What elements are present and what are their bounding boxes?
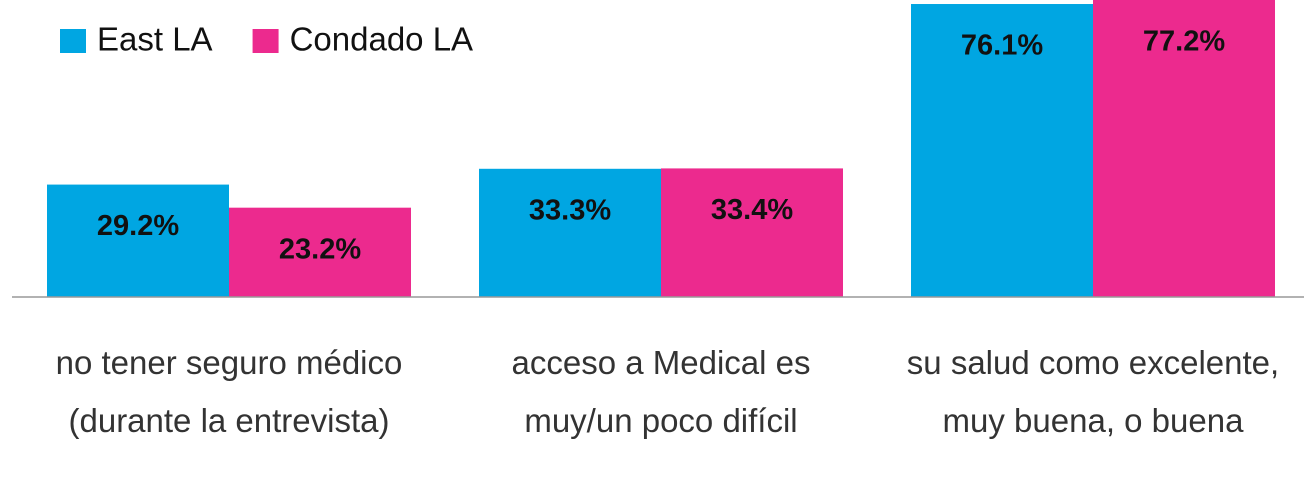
bar (229, 207, 411, 297)
bar (1093, 0, 1275, 298)
bar (47, 184, 229, 297)
bar (661, 168, 843, 297)
value-label: 33.4% (711, 194, 793, 226)
x-tick-label: su salud como excelente, muy buena, o bu… (906, 344, 1280, 439)
value-label: 77.2% (1143, 25, 1225, 57)
value-label: 29.2% (97, 210, 179, 242)
legend-swatch (60, 29, 86, 53)
legend-label: Condado LA (290, 21, 473, 58)
bar (911, 4, 1093, 297)
x-tick-label: acceso a Medical es muy/un poco difícil (511, 344, 811, 439)
value-label: 33.3% (529, 194, 611, 226)
legend-label: East LA (97, 21, 213, 58)
value-label: 76.1% (961, 30, 1043, 62)
legend-swatch (252, 29, 279, 53)
bar (479, 168, 661, 297)
x-tick-label: no tener seguro médico (durante la entre… (55, 344, 403, 439)
value-label: 23.2% (279, 233, 361, 265)
